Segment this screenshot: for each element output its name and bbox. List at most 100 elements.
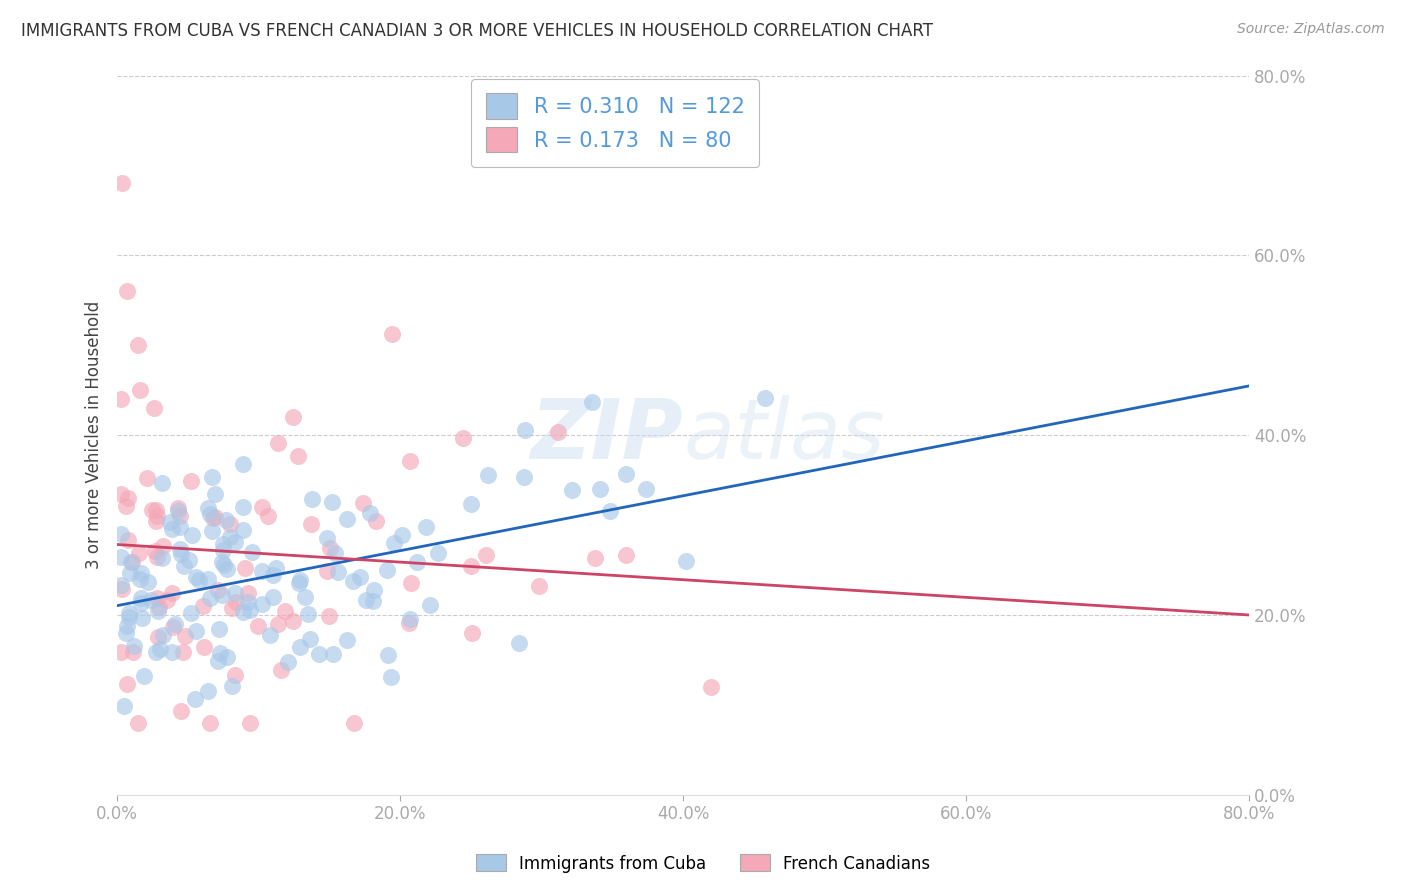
Point: [146, 604, 169, 618]
Point: [252, 500, 274, 514]
Point: [136, 574, 159, 589]
Point: [322, 647, 344, 661]
Point: [513, 470, 536, 484]
Point: [207, 654, 229, 668]
Point: [128, 546, 150, 560]
Point: [547, 425, 569, 439]
Point: [163, 616, 186, 631]
Point: [287, 450, 309, 464]
Point: [361, 594, 384, 608]
Point: [193, 640, 215, 655]
Point: [399, 576, 422, 591]
Point: [561, 483, 583, 497]
Point: [152, 628, 174, 642]
Point: [700, 680, 723, 694]
Point: [120, 555, 142, 569]
Point: [177, 553, 200, 567]
Point: [328, 565, 350, 579]
Point: [200, 508, 222, 522]
Point: [110, 577, 132, 591]
Point: [160, 586, 183, 600]
Legend: Immigrants from Cuba, French Canadians: Immigrants from Cuba, French Canadians: [470, 847, 936, 880]
Point: [232, 605, 254, 619]
Point: [129, 384, 152, 398]
Point: [342, 574, 364, 588]
Point: [180, 474, 202, 488]
Point: [166, 501, 188, 516]
Point: [283, 615, 305, 629]
Point: [110, 487, 132, 501]
Point: [315, 564, 337, 578]
Point: [129, 572, 152, 586]
Point: [460, 498, 482, 512]
Point: [172, 645, 194, 659]
Point: [145, 514, 167, 528]
Point: [127, 716, 149, 731]
Point: [127, 338, 149, 352]
Point: [134, 668, 156, 682]
Point: [215, 561, 238, 575]
Point: [204, 510, 226, 524]
Point: [354, 593, 377, 607]
Point: [382, 535, 405, 549]
Point: [224, 535, 246, 549]
Point: [246, 619, 269, 633]
Point: [117, 533, 139, 547]
Point: [224, 586, 246, 600]
Point: [122, 640, 145, 654]
Point: [634, 482, 657, 496]
Point: [162, 619, 184, 633]
Point: [288, 573, 311, 587]
Point: [581, 394, 603, 409]
Point: [141, 503, 163, 517]
Point: [301, 517, 323, 532]
Point: [181, 528, 204, 542]
Point: [150, 550, 173, 565]
Point: [211, 537, 233, 551]
Point: [110, 549, 132, 564]
Point: [204, 486, 226, 500]
Point: [262, 591, 284, 605]
Text: atlas: atlas: [683, 395, 884, 475]
Point: [274, 604, 297, 618]
Legend: R = 0.310   N = 122, R = 0.173   N = 80: R = 0.310 N = 122, R = 0.173 N = 80: [471, 78, 759, 167]
Point: [110, 526, 132, 541]
Point: [197, 500, 219, 515]
Point: [451, 431, 474, 445]
Text: ZIP: ZIP: [530, 395, 683, 475]
Point: [508, 636, 530, 650]
Point: [240, 545, 263, 559]
Point: [142, 401, 165, 416]
Point: [143, 544, 166, 558]
Point: [336, 632, 359, 647]
Point: [169, 519, 191, 533]
Point: [160, 645, 183, 659]
Point: [152, 539, 174, 553]
Point: [215, 514, 238, 528]
Point: [264, 561, 287, 575]
Point: [233, 561, 256, 575]
Point: [754, 391, 776, 405]
Point: [336, 511, 359, 525]
Point: [139, 593, 162, 607]
Point: [232, 523, 254, 537]
Point: [118, 610, 141, 624]
Point: [180, 607, 202, 621]
Point: [250, 597, 273, 611]
Point: [316, 532, 339, 546]
Point: [614, 467, 637, 481]
Point: [218, 517, 240, 532]
Point: [399, 454, 422, 468]
Point: [224, 668, 246, 682]
Point: [262, 568, 284, 582]
Point: [110, 645, 132, 659]
Point: [131, 611, 153, 625]
Point: [288, 640, 311, 655]
Point: [115, 619, 138, 633]
Point: [173, 629, 195, 643]
Point: [173, 558, 195, 573]
Text: IMMIGRANTS FROM CUBA VS FRENCH CANADIAN 3 OR MORE VEHICLES IN HOUSEHOLD CORRELAT: IMMIGRANTS FROM CUBA VS FRENCH CANADIAN …: [21, 22, 934, 40]
Point: [191, 599, 214, 613]
Point: [122, 645, 145, 659]
Point: [156, 592, 179, 607]
